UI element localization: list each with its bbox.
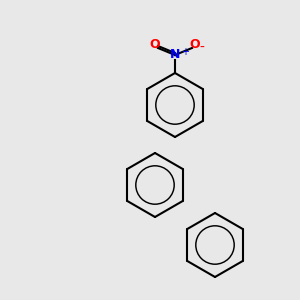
Text: +: +: [181, 47, 189, 57]
Text: O: O: [190, 38, 200, 52]
Text: -: -: [200, 41, 204, 55]
Text: N: N: [170, 49, 180, 62]
Text: O: O: [150, 38, 160, 52]
